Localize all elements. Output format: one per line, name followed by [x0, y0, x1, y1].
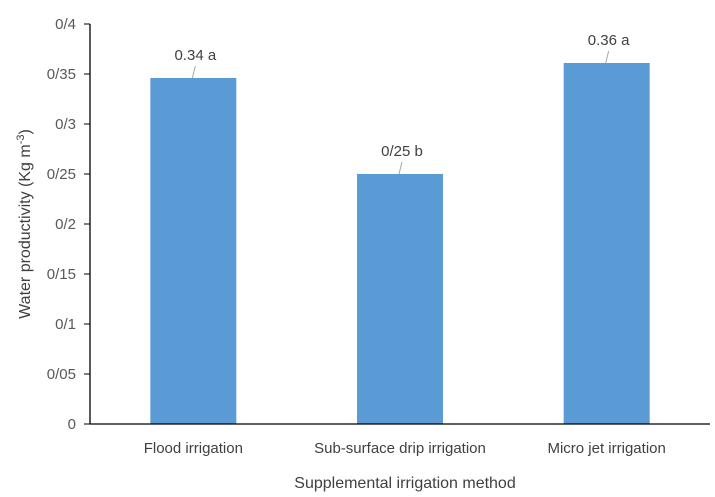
y-tick-label: 0/3 [55, 116, 76, 133]
data-label: 0/25 b [381, 143, 423, 160]
bar [150, 78, 237, 424]
data-label-leader [398, 161, 403, 175]
y-axis-ticks: 0 0/05 0/1 0/15 0/2 0/25 0/3 0/35 0/4 [47, 16, 90, 433]
y-tick-label: 0/35 [47, 66, 76, 83]
y-tick-label: 0/25 [47, 166, 76, 183]
y-axis-title-text: Water productivity (Kg m [17, 144, 34, 319]
bar [357, 174, 443, 424]
y-tick-label: 0/05 [47, 366, 76, 383]
y-axis-title: Water productivity (Kg m-3) [15, 129, 34, 319]
data-label: 0.36 a [588, 32, 630, 49]
x-tick-label: Micro jet irrigation [547, 440, 665, 457]
data-label-leader [605, 50, 610, 64]
y-tick-label: 0/2 [55, 216, 76, 233]
y-axis-title-superscript: -3 [15, 134, 27, 144]
x-axis-ticks: Flood irrigation Sub-surface drip irrigat… [144, 440, 666, 457]
y-tick-label: 0/1 [55, 316, 76, 333]
x-tick-label: Sub-surface drip irrigation [314, 440, 486, 457]
y-axis-title-end: ) [17, 129, 34, 134]
x-axis-title: Supplemental irrigation method [294, 475, 515, 492]
data-label-leaders [191, 50, 610, 175]
bars [150, 63, 650, 424]
y-tick-label: 0 [68, 416, 76, 433]
data-label: 0.34 a [174, 47, 216, 64]
y-tick-label: 0/4 [55, 16, 76, 33]
data-labels: 0.34 a 0/25 b 0.36 a [174, 32, 630, 160]
data-label-leader [191, 65, 196, 79]
y-tick-label: 0/15 [47, 266, 76, 283]
x-tick-label: Flood irrigation [144, 440, 243, 457]
bar [563, 63, 650, 424]
